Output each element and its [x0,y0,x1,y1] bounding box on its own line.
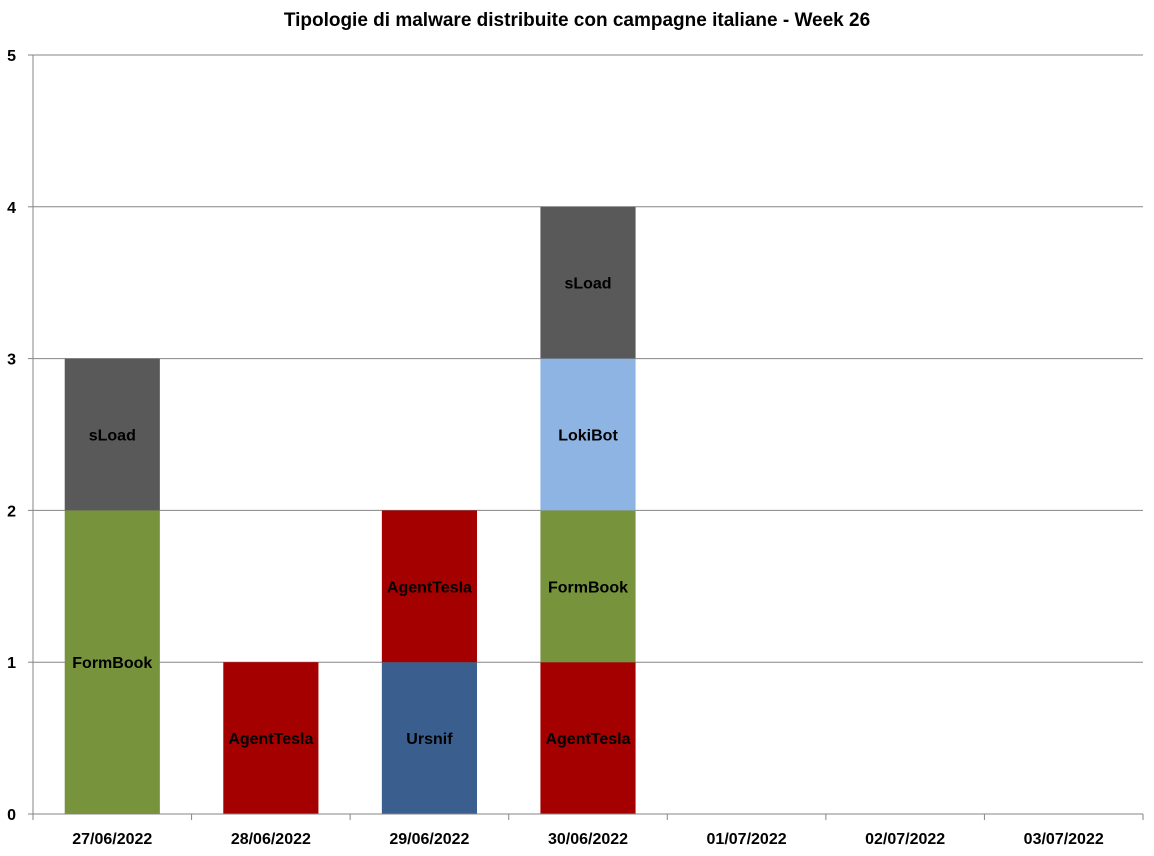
tick-labels: 0 1 2 3 4 5 FormBook sLoad AgentTesla Ursnif Agent… [7,48,1104,848]
bar-segment-lokibot [540,358,636,511]
y-tick-label: 4 [7,200,16,217]
x-tick-label: 01/07/2022 [707,831,787,848]
segment-label: AgentTesla [387,579,472,596]
x-tick-label: 29/06/2022 [389,831,469,848]
segment-label: Ursnif [406,731,453,748]
segment-label: FormBook [548,579,628,596]
x-tick-label: 02/07/2022 [865,831,945,848]
bar-segment-sload [540,206,636,359]
x-tick-label: 30/06/2022 [548,831,628,848]
x-tick-label: 27/06/2022 [72,831,152,848]
segment-label: FormBook [72,655,152,672]
segment-label: sLoad [89,428,136,445]
y-tick-label: 5 [7,48,16,65]
y-tick-label: 3 [7,352,16,369]
bar-segment-sload [64,358,160,511]
bar-segment-formbook [64,510,160,814]
bar-stacks [64,206,636,814]
chart-title: Tipologie di malware distribuite con cam… [283,10,871,31]
y-tick-label: 1 [7,655,16,672]
bar-segment-agenttesla [540,662,636,814]
y-tick-label: 2 [7,503,16,520]
segment-label: AgentTesla [228,731,313,748]
x-tick-label: 03/07/2022 [1024,831,1104,848]
segment-label: AgentTesla [545,731,630,748]
bar-segment-ursnif [381,662,477,814]
axes [28,54,1144,820]
y-tick-label: 0 [7,807,16,824]
bar-segment-agenttesla [381,510,477,663]
bar-segment-agenttesla [223,662,319,814]
segment-label: sLoad [564,276,611,293]
segment-label: LokiBot [558,428,618,445]
bar-segment-formbook [540,510,636,663]
x-tick-label: 28/06/2022 [231,831,311,848]
